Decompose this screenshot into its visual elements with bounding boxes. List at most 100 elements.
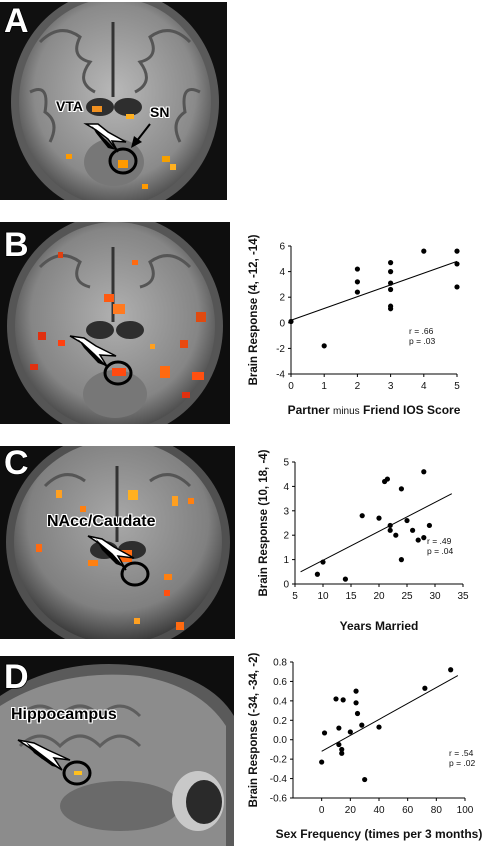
data-point xyxy=(426,522,432,529)
scatter-chart-c: 5 10 15 20 25 30 35 0 1 2 3 4 5 r = .49 p = .04 Brain R… xyxy=(255,448,495,644)
data-point xyxy=(387,522,393,529)
panel-b: B 0 1 2 3 4 5 -4 -2 0 2 4 6 r = .66 p = .03 Brain Resp… xyxy=(0,222,499,432)
x-tick-label: 15 xyxy=(345,591,357,602)
panel-letter: A xyxy=(3,2,29,40)
data-point xyxy=(333,696,339,702)
stats-label: p = .02 xyxy=(449,758,476,768)
data-point xyxy=(454,284,460,290)
x-tick-label: 40 xyxy=(373,805,385,816)
data-point xyxy=(321,730,328,736)
data-point xyxy=(388,269,394,275)
hippocampus-label: Hippocampus xyxy=(11,706,117,723)
x-axis-label-part: Friend IOS Score xyxy=(360,403,461,417)
data-point xyxy=(354,266,360,272)
x-tick-label: 5 xyxy=(292,591,298,602)
data-point xyxy=(415,537,421,543)
data-point xyxy=(339,750,345,756)
stats-label: p = .04 xyxy=(427,546,454,556)
data-point xyxy=(384,476,390,482)
brain-scan-coronal-b xyxy=(0,222,230,424)
y-tick-label: 1 xyxy=(283,555,289,566)
data-point xyxy=(422,685,428,691)
y-tick-label: 0.4 xyxy=(273,696,287,707)
panel-letter: D xyxy=(3,658,29,696)
fit-line xyxy=(321,675,459,752)
panel-c: C NAcc/Caudate 5 10 15 20 25 30 35 0 1 2 3 4 5 r = .4… xyxy=(0,440,499,645)
data-point xyxy=(388,286,394,293)
data-point xyxy=(421,248,427,254)
x-tick-label: 1 xyxy=(321,381,327,392)
x-tick-label: 100 xyxy=(457,805,474,816)
x-tick-label: 35 xyxy=(457,591,469,602)
data-point xyxy=(388,260,394,266)
x-tick-label: 25 xyxy=(401,591,413,602)
data-point xyxy=(376,515,382,521)
data-point xyxy=(288,318,294,325)
y-tick-label: 2 xyxy=(283,531,289,542)
x-axis-label-part: Partner xyxy=(288,403,333,417)
data-point xyxy=(454,248,460,254)
data-point xyxy=(388,306,394,312)
x-tick-label: 80 xyxy=(431,805,443,816)
data-point xyxy=(421,469,427,475)
y-axis-label: Brain Response (-34, -34, -2) xyxy=(248,653,260,808)
data-point xyxy=(359,513,365,519)
data-point xyxy=(339,746,345,753)
sn-label: SN xyxy=(150,104,170,120)
panel-d: D Hippocampus 0 20 40 60 80 100 -0.6 -0.4 -0.2 0.… xyxy=(0,652,499,850)
panel-letter: C xyxy=(3,444,29,482)
data-point xyxy=(342,576,348,582)
fit-line xyxy=(290,260,458,321)
data-point xyxy=(387,527,393,533)
y-tick-label: -0.6 xyxy=(270,794,288,805)
x-axis-label: Sex Frequency (times per 3 months) xyxy=(276,827,483,841)
y-tick-label: 0.0 xyxy=(273,735,287,746)
data-point xyxy=(353,688,359,694)
data-point xyxy=(398,557,404,563)
x-tick-label: 30 xyxy=(429,591,441,602)
y-tick-label: 0 xyxy=(283,580,289,591)
stats-label: r = .49 xyxy=(427,536,452,546)
brain-scan-sagittal-d xyxy=(0,656,234,846)
y-tick-label: 6 xyxy=(279,242,285,253)
x-axis-label: Years Married xyxy=(340,619,419,633)
panel-letter: B xyxy=(3,226,29,264)
data-point xyxy=(354,279,360,285)
data-point xyxy=(354,289,360,295)
y-tick-label: -4 xyxy=(276,370,285,381)
nacc-caudate-label: NAcc/Caudate xyxy=(47,513,156,530)
data-point xyxy=(340,697,346,703)
data-point xyxy=(359,722,365,728)
stats-label: p = .03 xyxy=(409,336,436,346)
data-point xyxy=(320,559,326,565)
x-tick-label: 0 xyxy=(319,805,325,816)
stats-label: r = .66 xyxy=(409,326,434,336)
x-tick-label: 20 xyxy=(373,591,385,602)
y-tick-label: 5 xyxy=(283,458,289,469)
y-tick-label: -0.4 xyxy=(270,774,288,785)
x-axis-label: Partner minus Friend IOS Score xyxy=(288,403,461,417)
y-tick-label: -2 xyxy=(276,344,285,355)
data-point xyxy=(404,517,410,524)
data-point xyxy=(362,776,368,783)
y-axis-label: Brain Response (4, -12, -14) xyxy=(248,234,260,385)
data-point xyxy=(321,343,327,349)
data-point xyxy=(421,535,427,541)
y-tick-label: 3 xyxy=(283,506,289,517)
data-point xyxy=(336,741,342,748)
data-point xyxy=(410,527,416,533)
panel-a: A VTA SN xyxy=(0,0,499,205)
y-tick-label: -0.2 xyxy=(270,755,288,766)
data-point xyxy=(454,261,460,267)
scatter-chart-b: 0 1 2 3 4 5 -4 -2 0 2 4 6 r = .66 p = .03 Brain Respon… xyxy=(245,230,495,426)
brain-scan-coronal-c xyxy=(0,446,235,639)
stats-label: r = .54 xyxy=(449,748,474,758)
y-tick-label: 4 xyxy=(283,482,289,493)
y-tick-label: 0.8 xyxy=(273,658,287,669)
data-point xyxy=(354,710,361,717)
x-tick-label: 5 xyxy=(454,381,460,392)
data-point xyxy=(398,486,404,492)
data-point xyxy=(319,759,325,765)
x-tick-label: 20 xyxy=(345,805,357,816)
data-point xyxy=(376,724,382,730)
